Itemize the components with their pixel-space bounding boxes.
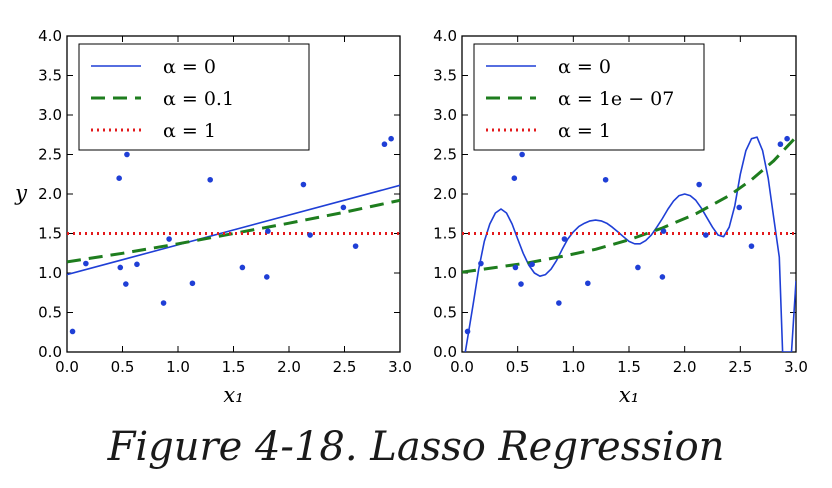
legend-label-2: α = 0.1 bbox=[163, 88, 234, 110]
figure: 0.0 0.5 1.0 1.5 2.0 2.5 3.0 0.0 0.5 1.0 1.5 2.0 2.5 3… bbox=[14, 27, 808, 407]
scatter-point bbox=[784, 135, 790, 142]
series-line-2 bbox=[462, 136, 796, 274]
scatter-point bbox=[69, 328, 76, 335]
y-tick-label: 0.5 bbox=[38, 304, 62, 322]
y-tick-label: 4.0 bbox=[433, 27, 457, 45]
scatter-point bbox=[519, 151, 525, 158]
legend: α = 0 α = 1e − 07 α = 1 bbox=[473, 43, 705, 151]
x-tick-label: 2.5 bbox=[333, 358, 357, 376]
x-tick-label: 0.5 bbox=[506, 358, 530, 376]
scatter-point bbox=[166, 236, 172, 242]
scatter-point bbox=[124, 151, 130, 158]
scatter-point bbox=[189, 280, 196, 287]
scatter-point bbox=[352, 243, 359, 249]
y-tick-label: 1.0 bbox=[433, 264, 457, 282]
series-line-1 bbox=[67, 184, 400, 276]
y-tick-label: 0.0 bbox=[433, 343, 457, 361]
y-tick-label: 3.5 bbox=[433, 67, 457, 85]
legend-label-3: α = 1 bbox=[558, 120, 611, 142]
y-tick-label: 1.5 bbox=[433, 225, 457, 243]
scatter-point bbox=[239, 264, 246, 271]
scatter-point bbox=[123, 281, 129, 287]
y-tick-label: 3.5 bbox=[38, 67, 62, 85]
scatter-point bbox=[602, 176, 609, 183]
scatter-point bbox=[736, 204, 743, 211]
legend-label-1: α = 0 bbox=[163, 56, 216, 78]
scatter-point bbox=[307, 232, 313, 238]
scatter-point bbox=[518, 281, 524, 287]
y-tick-label: 0.5 bbox=[433, 304, 457, 322]
series-line-2 bbox=[67, 198, 400, 264]
x-tick-label: 1.5 bbox=[222, 358, 246, 376]
scatter-point bbox=[529, 261, 535, 268]
y-axis-label: y bbox=[14, 181, 28, 205]
y-tick-label: 3.0 bbox=[433, 106, 457, 124]
x-tick-label: 1.0 bbox=[166, 358, 190, 376]
legend-label-2: α = 1e − 07 bbox=[558, 88, 674, 110]
scatter-point bbox=[561, 236, 568, 242]
y-tick-label: 3.0 bbox=[38, 106, 62, 124]
scatter-point bbox=[660, 228, 667, 234]
scatter-point bbox=[83, 260, 89, 267]
scatter-point bbox=[300, 181, 307, 188]
x-axis-label: x₁ bbox=[223, 383, 243, 407]
scatter-point bbox=[117, 264, 124, 271]
x-tick-label: 0.5 bbox=[111, 358, 135, 376]
x-tick-label: 1.5 bbox=[617, 358, 641, 376]
scatter-point bbox=[585, 280, 591, 287]
x-tick-label: 0.0 bbox=[450, 358, 474, 376]
plot-data bbox=[462, 135, 796, 352]
scatter-point bbox=[556, 300, 562, 306]
scatter-point bbox=[696, 181, 702, 188]
scatter-point bbox=[207, 176, 213, 183]
scatter-point bbox=[381, 141, 388, 148]
scatter-point bbox=[265, 228, 271, 234]
x-tick-label: 0.0 bbox=[55, 358, 79, 376]
panel-2: 0.0 0.5 1.0 1.5 2.0 2.5 3.0 0.0 0.5 1.0 1.5 2.0 2.5 3… bbox=[433, 27, 808, 407]
scatter-point bbox=[478, 260, 484, 267]
x-tick-label: 1.0 bbox=[561, 358, 585, 376]
scatter-point bbox=[116, 175, 122, 181]
y-tick-label: 2.5 bbox=[38, 146, 62, 164]
scatter-point bbox=[388, 135, 394, 142]
x-tick-label: 2.5 bbox=[728, 358, 752, 376]
scatter-point bbox=[340, 204, 347, 211]
y-tick-label: 1.0 bbox=[38, 264, 62, 282]
y-tick-label: 2.0 bbox=[38, 185, 62, 203]
x-tick-label: 3.0 bbox=[784, 358, 808, 376]
series-line-1 bbox=[464, 136, 796, 352]
legend: α = 0 α = 0.1 α = 1 bbox=[78, 43, 310, 151]
scatter-point bbox=[748, 243, 755, 249]
figure-caption: Figure 4-18. Lasso Regression bbox=[107, 424, 725, 470]
y-tick-label: 4.0 bbox=[38, 27, 62, 45]
x-tick-label: 2.0 bbox=[673, 358, 697, 376]
scatter-point bbox=[635, 264, 641, 271]
scatter-point bbox=[659, 274, 666, 280]
scatter-point bbox=[512, 264, 519, 271]
y-tick-label: 1.5 bbox=[38, 225, 62, 243]
scatter-point bbox=[703, 232, 709, 238]
legend-label-3: α = 1 bbox=[163, 120, 216, 142]
y-tick-label: 0.0 bbox=[38, 343, 62, 361]
x-axis-label: x₁ bbox=[619, 383, 639, 407]
y-tick-label: 2.0 bbox=[433, 185, 457, 203]
scatter-point bbox=[160, 300, 167, 306]
x-tick-label: 3.0 bbox=[388, 358, 412, 376]
scatter-point bbox=[134, 261, 140, 268]
panel-1: 0.0 0.5 1.0 1.5 2.0 2.5 3.0 0.0 0.5 1.0 1.5 2.0 2.5 3… bbox=[14, 27, 412, 407]
plot-data bbox=[67, 135, 400, 335]
y-tick-label: 2.5 bbox=[433, 146, 457, 164]
scatter-point bbox=[264, 274, 270, 280]
x-tick-label: 2.0 bbox=[277, 358, 301, 376]
legend-label-1: α = 0 bbox=[558, 56, 611, 78]
scatter-point bbox=[511, 175, 518, 181]
scatter-point bbox=[777, 141, 784, 148]
scatter-point bbox=[464, 328, 471, 335]
